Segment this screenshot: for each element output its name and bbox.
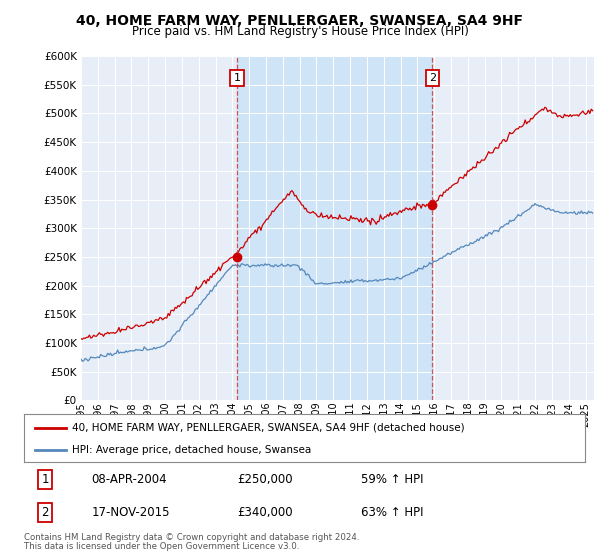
Text: 1: 1 xyxy=(41,473,49,486)
Text: HPI: Average price, detached house, Swansea: HPI: Average price, detached house, Swan… xyxy=(71,445,311,455)
Text: 17-NOV-2015: 17-NOV-2015 xyxy=(91,506,170,519)
Text: This data is licensed under the Open Government Licence v3.0.: This data is licensed under the Open Gov… xyxy=(24,542,299,551)
Text: 2: 2 xyxy=(428,73,436,83)
Text: Contains HM Land Registry data © Crown copyright and database right 2024.: Contains HM Land Registry data © Crown c… xyxy=(24,533,359,542)
Text: 2: 2 xyxy=(41,506,49,519)
Text: 08-APR-2004: 08-APR-2004 xyxy=(91,473,167,486)
Text: 1: 1 xyxy=(233,73,241,83)
Text: £340,000: £340,000 xyxy=(237,506,293,519)
Text: £250,000: £250,000 xyxy=(237,473,293,486)
Text: Price paid vs. HM Land Registry's House Price Index (HPI): Price paid vs. HM Land Registry's House … xyxy=(131,25,469,38)
Text: 63% ↑ HPI: 63% ↑ HPI xyxy=(361,506,423,519)
Text: 40, HOME FARM WAY, PENLLERGAER, SWANSEA, SA4 9HF: 40, HOME FARM WAY, PENLLERGAER, SWANSEA,… xyxy=(77,14,523,28)
Text: 59% ↑ HPI: 59% ↑ HPI xyxy=(361,473,423,486)
Text: 40, HOME FARM WAY, PENLLERGAER, SWANSEA, SA4 9HF (detached house): 40, HOME FARM WAY, PENLLERGAER, SWANSEA,… xyxy=(71,423,464,433)
Bar xyxy=(237,56,432,400)
